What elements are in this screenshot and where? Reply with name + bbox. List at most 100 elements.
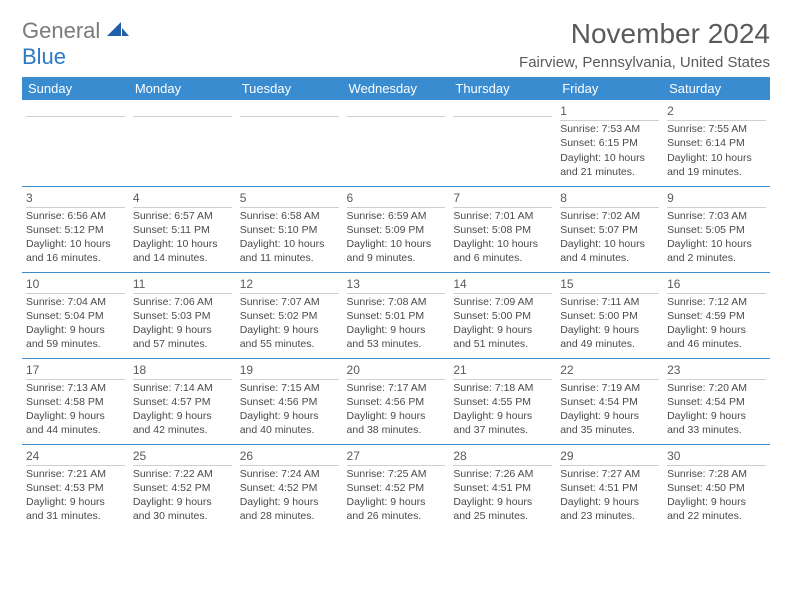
calendar-cell: 29Sunrise: 7:27 AMSunset: 4:51 PMDayligh… [556,444,663,530]
sunrise: Sunrise: 7:28 AM [667,467,766,481]
calendar-cell: 17Sunrise: 7:13 AMSunset: 4:58 PMDayligh… [22,358,129,444]
sunset: Sunset: 6:15 PM [560,136,659,150]
day-number: 3 [26,190,125,208]
day-number: 28 [453,448,552,466]
sunrise: Sunrise: 7:25 AM [347,467,446,481]
day-number: 15 [560,276,659,294]
sunrise: Sunrise: 7:02 AM [560,209,659,223]
calendar-cell: 28Sunrise: 7:26 AMSunset: 4:51 PMDayligh… [449,444,556,530]
sunrise: Sunrise: 7:55 AM [667,122,766,136]
calendar-cell: 16Sunrise: 7:12 AMSunset: 4:59 PMDayligh… [663,272,770,358]
daylight: Daylight: 9 hours and 46 minutes. [667,323,766,351]
day-header: Friday [556,77,663,100]
day-header: Sunday [22,77,129,100]
calendar-cell: 21Sunrise: 7:18 AMSunset: 4:55 PMDayligh… [449,358,556,444]
daylight: Daylight: 9 hours and 55 minutes. [240,323,339,351]
daylight: Daylight: 9 hours and 37 minutes. [453,409,552,437]
daylight: Daylight: 9 hours and 49 minutes. [560,323,659,351]
calendar-cell: 19Sunrise: 7:15 AMSunset: 4:56 PMDayligh… [236,358,343,444]
calendar-cell: 14Sunrise: 7:09 AMSunset: 5:00 PMDayligh… [449,272,556,358]
sunrise: Sunrise: 7:15 AM [240,381,339,395]
day-number: 4 [133,190,232,208]
sunrise: Sunrise: 7:13 AM [26,381,125,395]
sunset: Sunset: 4:52 PM [133,481,232,495]
calendar-cell: 13Sunrise: 7:08 AMSunset: 5:01 PMDayligh… [343,272,450,358]
sunrise: Sunrise: 7:04 AM [26,295,125,309]
calendar-cell: 5Sunrise: 6:58 AMSunset: 5:10 PMDaylight… [236,186,343,272]
calendar-cell: 18Sunrise: 7:14 AMSunset: 4:57 PMDayligh… [129,358,236,444]
calendar-row: 3Sunrise: 6:56 AMSunset: 5:12 PMDaylight… [22,186,770,272]
daylight: Daylight: 9 hours and 26 minutes. [347,495,446,523]
day-header: Saturday [663,77,770,100]
calendar-cell: 12Sunrise: 7:07 AMSunset: 5:02 PMDayligh… [236,272,343,358]
daylight: Daylight: 9 hours and 44 minutes. [26,409,125,437]
daylight: Daylight: 10 hours and 14 minutes. [133,237,232,265]
calendar-cell: 24Sunrise: 7:21 AMSunset: 4:53 PMDayligh… [22,444,129,530]
calendar-body: 1Sunrise: 7:53 AMSunset: 6:15 PMDaylight… [22,100,770,530]
sunset: Sunset: 5:00 PM [560,309,659,323]
day-header-row: Sunday Monday Tuesday Wednesday Thursday… [22,77,770,100]
sail-icon [107,25,129,42]
day-number: 25 [133,448,232,466]
calendar-row: 10Sunrise: 7:04 AMSunset: 5:04 PMDayligh… [22,272,770,358]
sunset: Sunset: 4:51 PM [560,481,659,495]
daylight: Daylight: 9 hours and 30 minutes. [133,495,232,523]
calendar-cell: 8Sunrise: 7:02 AMSunset: 5:07 PMDaylight… [556,186,663,272]
daylight: Daylight: 9 hours and 23 minutes. [560,495,659,523]
day-number: 16 [667,276,766,294]
day-number: 8 [560,190,659,208]
day-number: 21 [453,362,552,380]
sunrise: Sunrise: 7:01 AM [453,209,552,223]
calendar-cell: 15Sunrise: 7:11 AMSunset: 5:00 PMDayligh… [556,272,663,358]
daylight: Daylight: 10 hours and 9 minutes. [347,237,446,265]
sunrise: Sunrise: 6:58 AM [240,209,339,223]
sunset: Sunset: 5:11 PM [133,223,232,237]
calendar-cell: 2Sunrise: 7:55 AMSunset: 6:14 PMDaylight… [663,100,770,186]
daylight: Daylight: 9 hours and 31 minutes. [26,495,125,523]
sunrise: Sunrise: 7:19 AM [560,381,659,395]
sunset: Sunset: 5:09 PM [347,223,446,237]
sunset: Sunset: 4:54 PM [667,395,766,409]
sunset: Sunset: 4:52 PM [347,481,446,495]
daylight: Daylight: 10 hours and 11 minutes. [240,237,339,265]
sunrise: Sunrise: 7:14 AM [133,381,232,395]
daylight: Daylight: 9 hours and 25 minutes. [453,495,552,523]
sunrise: Sunrise: 7:03 AM [667,209,766,223]
calendar-cell: 23Sunrise: 7:20 AMSunset: 4:54 PMDayligh… [663,358,770,444]
day-number [26,103,125,117]
calendar-cell: 27Sunrise: 7:25 AMSunset: 4:52 PMDayligh… [343,444,450,530]
calendar-cell: 11Sunrise: 7:06 AMSunset: 5:03 PMDayligh… [129,272,236,358]
daylight: Daylight: 9 hours and 40 minutes. [240,409,339,437]
calendar-table: Sunday Monday Tuesday Wednesday Thursday… [22,77,770,530]
day-number: 2 [667,103,766,121]
daylight: Daylight: 10 hours and 21 minutes. [560,151,659,179]
day-number: 5 [240,190,339,208]
calendar-cell: 30Sunrise: 7:28 AMSunset: 4:50 PMDayligh… [663,444,770,530]
calendar-cell: 7Sunrise: 7:01 AMSunset: 5:08 PMDaylight… [449,186,556,272]
daylight: Daylight: 10 hours and 16 minutes. [26,237,125,265]
calendar-cell [449,100,556,186]
daylight: Daylight: 9 hours and 35 minutes. [560,409,659,437]
daylight: Daylight: 9 hours and 57 minutes. [133,323,232,351]
daylight: Daylight: 10 hours and 4 minutes. [560,237,659,265]
sunrise: Sunrise: 7:18 AM [453,381,552,395]
daylight: Daylight: 10 hours and 19 minutes. [667,151,766,179]
sunset: Sunset: 5:01 PM [347,309,446,323]
sunset: Sunset: 4:53 PM [26,481,125,495]
sunrise: Sunrise: 7:12 AM [667,295,766,309]
day-number: 9 [667,190,766,208]
sunset: Sunset: 4:52 PM [240,481,339,495]
sunset: Sunset: 5:07 PM [560,223,659,237]
sunset: Sunset: 4:56 PM [347,395,446,409]
day-number [240,103,339,117]
day-number: 29 [560,448,659,466]
sunrise: Sunrise: 7:24 AM [240,467,339,481]
sunset: Sunset: 4:50 PM [667,481,766,495]
sunrise: Sunrise: 6:59 AM [347,209,446,223]
calendar-row: 1Sunrise: 7:53 AMSunset: 6:15 PMDaylight… [22,100,770,186]
sunrise: Sunrise: 7:08 AM [347,295,446,309]
sunset: Sunset: 5:02 PM [240,309,339,323]
sunset: Sunset: 4:55 PM [453,395,552,409]
day-number: 24 [26,448,125,466]
day-number: 14 [453,276,552,294]
